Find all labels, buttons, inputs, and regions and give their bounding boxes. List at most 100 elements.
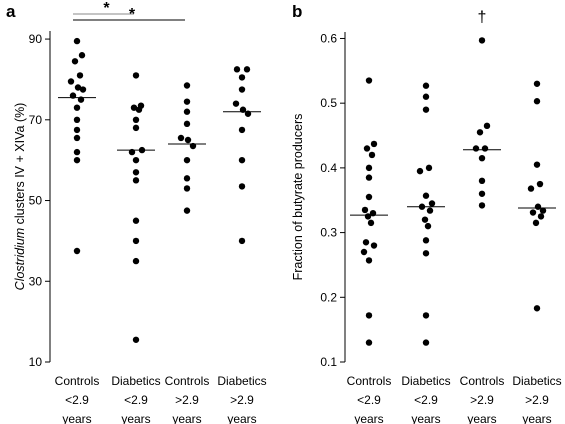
data-point xyxy=(533,305,541,312)
data-point xyxy=(532,219,540,227)
y-tick-label: 90 xyxy=(29,32,43,46)
category-label-line3: years xyxy=(227,412,256,424)
data-point xyxy=(529,209,537,216)
data-point xyxy=(478,202,486,209)
data-point xyxy=(132,124,140,132)
data-point xyxy=(183,108,191,115)
data-point xyxy=(132,177,140,184)
panel-a-significance: * * xyxy=(73,0,185,23)
data-point xyxy=(527,185,535,192)
data-point xyxy=(478,190,486,197)
category-label-line2: <2.9 xyxy=(414,393,438,407)
panel-b-label: b xyxy=(292,2,302,21)
data-point xyxy=(238,156,246,164)
data-point xyxy=(368,151,376,159)
category-label-line2: <2.9 xyxy=(357,393,381,407)
data-point xyxy=(534,203,542,210)
data-point xyxy=(424,222,432,230)
data-point xyxy=(132,156,140,164)
data-point xyxy=(365,339,373,346)
data-point xyxy=(183,156,191,164)
y-tick-label: 0.3 xyxy=(320,226,337,240)
data-point xyxy=(425,164,433,172)
data-point xyxy=(238,86,246,93)
category-label-line1: Diabetics xyxy=(512,374,561,388)
data-point xyxy=(184,136,192,144)
data-point xyxy=(478,177,486,185)
data-point xyxy=(132,217,140,224)
data-point xyxy=(476,129,484,136)
data-point xyxy=(478,154,486,162)
panel-a-y-axis-title-italic: Clostridium xyxy=(13,228,27,291)
data-point xyxy=(416,167,424,175)
data-point xyxy=(73,104,81,111)
data-point xyxy=(183,98,191,105)
data-point xyxy=(481,145,489,152)
y-tick-label: 0.5 xyxy=(320,96,337,110)
data-point xyxy=(132,169,140,176)
data-point xyxy=(365,257,373,264)
data-point xyxy=(365,174,373,181)
panel-a-y-axis-title: Clostridium clusters IV + XIVa (%) xyxy=(13,103,27,291)
y-tick-label: 0.2 xyxy=(320,290,337,304)
data-point xyxy=(73,156,81,164)
data-point xyxy=(367,219,375,227)
data-point xyxy=(67,78,75,85)
data-point xyxy=(370,242,378,249)
panel-b-y-ticks: 0.1 0.2 0.3 0.4 0.5 0.6 xyxy=(320,31,345,369)
data-point xyxy=(422,192,430,199)
data-point xyxy=(478,37,486,44)
data-point xyxy=(73,247,81,255)
data-point xyxy=(533,80,541,87)
data-point xyxy=(365,77,373,84)
data-point xyxy=(533,161,541,168)
data-point xyxy=(71,58,79,65)
data-point xyxy=(243,66,251,73)
data-point xyxy=(73,116,81,124)
data-point xyxy=(539,207,547,214)
category-label-line1: Diabetics xyxy=(217,374,266,388)
category-label-line1: Diabetics xyxy=(401,374,450,388)
data-point xyxy=(365,193,373,201)
category-label-line1: Controls xyxy=(165,374,210,388)
data-point xyxy=(422,250,430,257)
data-point xyxy=(183,120,191,128)
data-point xyxy=(483,122,491,130)
data-point xyxy=(183,175,191,182)
category-label-line3: years xyxy=(354,412,383,424)
y-tick-label: 50 xyxy=(29,194,43,208)
data-point xyxy=(472,145,480,152)
data-point xyxy=(422,82,430,89)
data-point xyxy=(370,140,378,148)
significance-star: * xyxy=(103,0,110,17)
data-point xyxy=(363,145,371,152)
category-label-line1: Controls xyxy=(460,374,505,388)
data-point xyxy=(361,206,369,214)
data-point xyxy=(238,237,246,245)
data-point xyxy=(130,104,138,111)
data-point xyxy=(364,213,372,220)
panel-a-y-axis-title-rest: clusters IV + XIVa (%) xyxy=(13,103,27,228)
data-point xyxy=(232,100,240,107)
category-label-line2: >2.9 xyxy=(175,393,199,407)
data-point xyxy=(74,84,82,91)
category-label-line2: >2.9 xyxy=(525,393,549,407)
data-point xyxy=(233,66,241,73)
significance-star: * xyxy=(129,6,136,23)
data-point xyxy=(428,200,436,207)
category-label-line3: years xyxy=(411,412,440,424)
data-point xyxy=(132,237,140,245)
data-point xyxy=(421,216,429,223)
category-label-line3: years xyxy=(467,412,496,424)
category-label-line1: Controls xyxy=(55,374,100,388)
y-tick-label: 30 xyxy=(29,274,43,288)
category-label-line2: <2.9 xyxy=(124,393,148,407)
panel-b-y-axis-title: Fraction of butyrate producers xyxy=(291,114,305,281)
data-point xyxy=(73,126,81,134)
data-point xyxy=(78,52,86,59)
y-tick-label: 70 xyxy=(29,113,43,127)
data-point xyxy=(183,207,191,214)
data-point xyxy=(426,207,434,214)
panel-b-points xyxy=(360,37,547,346)
